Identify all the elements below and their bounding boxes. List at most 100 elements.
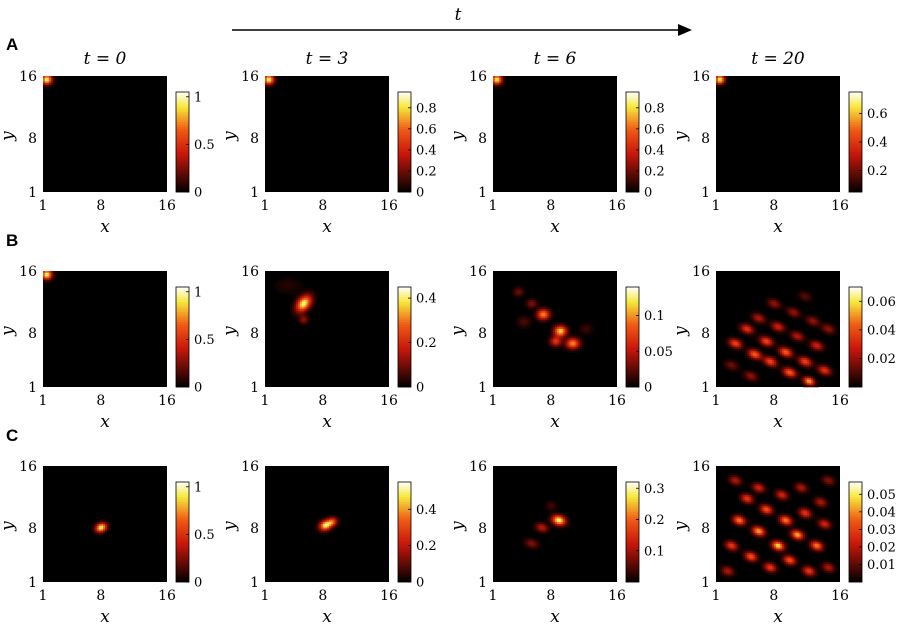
- heatmap-cell: [779, 542, 783, 545]
- y-tick-label: 1: [701, 380, 710, 396]
- heatmap-cell: [717, 85, 721, 88]
- heatmap-cell: [727, 365, 730, 368]
- heatmap-cell: [801, 365, 804, 368]
- heatmap-cell: [772, 330, 775, 333]
- heatmap-cell: [535, 538, 538, 541]
- colorbar-segment: [176, 549, 189, 553]
- heatmap-cell: [584, 330, 587, 333]
- heatmap-cell: [529, 309, 532, 312]
- heatmap-cell: [783, 511, 786, 514]
- colorbar-segment: [849, 169, 862, 173]
- heatmap-cell: [824, 482, 827, 485]
- heatmap-cell: [313, 525, 316, 528]
- heatmap-cell: [766, 534, 769, 537]
- heatmap-cell: [807, 365, 810, 368]
- colorbar-segment: [398, 364, 411, 368]
- heatmap-cell: [764, 303, 767, 306]
- heatmap-cell: [791, 540, 794, 543]
- colorbar-segment: [398, 367, 411, 370]
- heatmap-cell: [545, 524, 548, 527]
- colorbar-segment: [398, 334, 411, 338]
- heatmap-cell: [537, 301, 540, 304]
- heatmap-cell: [750, 522, 754, 525]
- heatmap-cell: [791, 316, 794, 319]
- heatmap-cell: [830, 485, 833, 488]
- heatmap-cell: [754, 525, 757, 528]
- heatmap-cell: [321, 522, 324, 525]
- heatmap-cell: [818, 348, 821, 351]
- heatmap-cell: [307, 319, 310, 322]
- heatmap-cell: [301, 309, 304, 312]
- heatmap-cell: [737, 350, 740, 353]
- heatmap-cell: [43, 81, 46, 84]
- y-tick-label: 16: [19, 264, 37, 280]
- colorbar-segment: [398, 109, 411, 113]
- colorbar-segment: [398, 509, 411, 513]
- heatmap-cell: [547, 305, 550, 308]
- heatmap-cell: [760, 361, 763, 364]
- heatmap-cell: [762, 527, 765, 530]
- heatmap-cell: [549, 507, 552, 510]
- heatmap-cell: [776, 549, 779, 552]
- heatmap-cell: [822, 367, 825, 370]
- heatmap-cell: [812, 509, 816, 512]
- heatmap-cell: [276, 287, 279, 290]
- colorbar-segment: [626, 119, 639, 123]
- heatmap-cell: [747, 330, 750, 333]
- heatmap-cell: [303, 319, 306, 322]
- heatmap-cell: [735, 325, 738, 328]
- heatmap-cell: [512, 289, 515, 292]
- heatmap-cell: [791, 531, 794, 534]
- heatmap-cell: [793, 527, 796, 530]
- heatmap-cell: [776, 303, 779, 306]
- heatmap-cell: [752, 496, 755, 499]
- heatmap-cell: [551, 507, 554, 510]
- colorbar-segment: [398, 359, 411, 363]
- heatmap-cell: [812, 359, 816, 362]
- colorbar-segment: [626, 117, 639, 120]
- heatmap-cell: [834, 370, 837, 373]
- heatmap-cell: [723, 83, 726, 86]
- colorbar-segment: [626, 134, 639, 138]
- heatmap-cell: [791, 529, 794, 532]
- heatmap-cell: [313, 527, 316, 530]
- colorbar-segment: [176, 142, 189, 145]
- heatmap-cell: [787, 358, 790, 361]
- heatmap-cell: [750, 500, 754, 503]
- heatmap-cell: [303, 303, 306, 306]
- heatmap-cell: [578, 330, 581, 333]
- heatmap-cell: [764, 502, 767, 505]
- heatmap-cell: [799, 372, 802, 375]
- heatmap-cell: [795, 509, 798, 512]
- heatmap-cell: [555, 525, 558, 528]
- heatmap-cell: [776, 489, 779, 492]
- heatmap-cell: [754, 533, 757, 536]
- heatmap-cell: [793, 377, 796, 380]
- heatmap-cell: [785, 309, 788, 312]
- heatmap-cell: [803, 289, 806, 292]
- heatmap-cell: [778, 361, 781, 364]
- heatmap-cell: [731, 520, 734, 523]
- heatmap-cell: [756, 507, 759, 510]
- colorbar-segment: [176, 174, 189, 178]
- heatmap-cell: [770, 354, 773, 357]
- heatmap-cell: [522, 538, 525, 541]
- heatmap-cell: [729, 475, 732, 478]
- heatmap-cell: [570, 327, 573, 330]
- colorbar-segment: [398, 512, 411, 515]
- heatmap-cell: [832, 329, 835, 332]
- heatmap-cell: [743, 370, 746, 373]
- heatmap-cell: [801, 493, 804, 496]
- heatmap-cell: [799, 336, 802, 339]
- heatmap-cell: [529, 540, 532, 543]
- heatmap-cell: [772, 321, 775, 324]
- heatmap-cell: [750, 316, 754, 319]
- heatmap-cell: [764, 513, 767, 516]
- heatmap-cell: [774, 318, 777, 321]
- heatmap-cell: [735, 361, 738, 364]
- heatmap-cell: [809, 314, 812, 317]
- colorbar-segment: [849, 357, 862, 360]
- heatmap-cell: [810, 345, 814, 348]
- heatmap-cell: [587, 323, 591, 326]
